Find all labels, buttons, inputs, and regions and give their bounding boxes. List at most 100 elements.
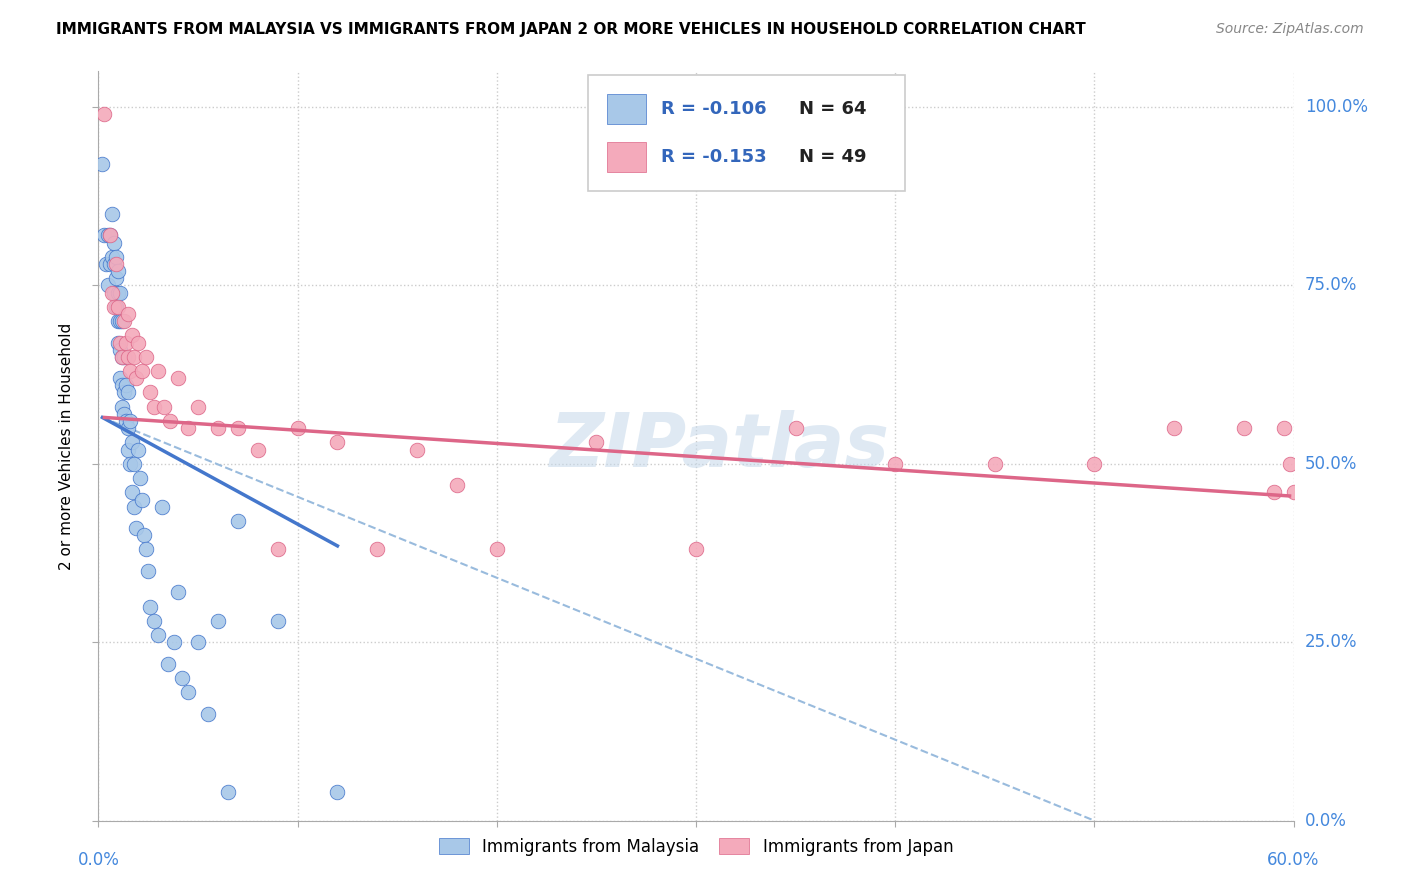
Point bbox=[153, 400, 176, 414]
Point bbox=[117, 307, 139, 321]
Point bbox=[148, 364, 170, 378]
Point bbox=[121, 485, 143, 500]
Point bbox=[157, 657, 180, 671]
Point bbox=[121, 435, 143, 450]
Text: 60.0%: 60.0% bbox=[1267, 851, 1320, 869]
Point bbox=[98, 228, 122, 243]
Point bbox=[107, 285, 129, 300]
Point bbox=[884, 457, 907, 471]
Point bbox=[98, 257, 122, 271]
Point bbox=[97, 278, 120, 293]
Point bbox=[326, 785, 349, 799]
Point bbox=[177, 685, 200, 699]
Point bbox=[97, 228, 120, 243]
Point bbox=[226, 421, 249, 435]
Point bbox=[107, 264, 129, 278]
Text: 100.0%: 100.0% bbox=[1305, 98, 1368, 116]
Point bbox=[103, 235, 125, 250]
Point bbox=[93, 107, 115, 121]
Point bbox=[1272, 421, 1295, 435]
Point bbox=[117, 442, 139, 457]
Point bbox=[93, 228, 115, 243]
Point bbox=[112, 407, 135, 421]
Point bbox=[120, 414, 142, 428]
Point bbox=[120, 457, 142, 471]
Point bbox=[1263, 485, 1285, 500]
Point bbox=[115, 335, 138, 350]
Point bbox=[685, 542, 707, 557]
Point bbox=[110, 371, 132, 385]
Text: 25.0%: 25.0% bbox=[1305, 633, 1357, 651]
Point bbox=[1163, 421, 1185, 435]
Point bbox=[101, 250, 124, 264]
Point bbox=[129, 471, 152, 485]
Point bbox=[267, 614, 290, 628]
Point bbox=[207, 421, 229, 435]
Point bbox=[134, 528, 156, 542]
FancyBboxPatch shape bbox=[606, 94, 647, 125]
Point bbox=[217, 785, 239, 799]
Point bbox=[167, 371, 190, 385]
Point bbox=[326, 435, 349, 450]
Legend: Immigrants from Malaysia, Immigrants from Japan: Immigrants from Malaysia, Immigrants fro… bbox=[434, 833, 957, 861]
Point bbox=[107, 335, 129, 350]
Point bbox=[112, 385, 135, 400]
Point bbox=[139, 599, 162, 614]
Point bbox=[1278, 457, 1301, 471]
Point bbox=[110, 314, 132, 328]
Point bbox=[110, 335, 132, 350]
Point bbox=[105, 257, 128, 271]
Point bbox=[197, 706, 219, 721]
Point bbox=[143, 400, 166, 414]
Point bbox=[107, 300, 129, 314]
Point bbox=[127, 335, 149, 350]
Point bbox=[111, 350, 134, 364]
Point bbox=[124, 500, 146, 514]
Point bbox=[124, 350, 146, 364]
Y-axis label: 2 or more Vehicles in Household: 2 or more Vehicles in Household bbox=[59, 322, 75, 570]
Point bbox=[96, 257, 118, 271]
Point bbox=[246, 442, 269, 457]
Text: 0.0%: 0.0% bbox=[77, 851, 120, 869]
Point bbox=[103, 257, 125, 271]
Point bbox=[159, 414, 181, 428]
Point bbox=[125, 521, 148, 535]
Point bbox=[103, 300, 125, 314]
Point bbox=[172, 671, 194, 685]
Point bbox=[135, 542, 157, 557]
Point bbox=[115, 378, 138, 392]
Point bbox=[101, 285, 124, 300]
Point bbox=[177, 421, 200, 435]
Point bbox=[125, 371, 148, 385]
Point bbox=[163, 635, 186, 649]
Point bbox=[117, 385, 139, 400]
Point bbox=[1083, 457, 1105, 471]
Text: IMMIGRANTS FROM MALAYSIA VS IMMIGRANTS FROM JAPAN 2 OR MORE VEHICLES IN HOUSEHOL: IMMIGRANTS FROM MALAYSIA VS IMMIGRANTS F… bbox=[56, 22, 1085, 37]
Point bbox=[110, 285, 132, 300]
Point bbox=[366, 542, 388, 557]
Point bbox=[131, 364, 153, 378]
Text: N = 64: N = 64 bbox=[799, 100, 866, 119]
Point bbox=[117, 350, 139, 364]
FancyBboxPatch shape bbox=[589, 75, 905, 191]
Text: 50.0%: 50.0% bbox=[1305, 455, 1357, 473]
Point bbox=[117, 421, 139, 435]
Point bbox=[107, 314, 129, 328]
Point bbox=[148, 628, 170, 642]
Text: N = 49: N = 49 bbox=[799, 148, 866, 166]
Point bbox=[1233, 421, 1256, 435]
Point bbox=[105, 250, 128, 264]
Text: ZIPatlas: ZIPatlas bbox=[550, 409, 890, 483]
Text: 0.0%: 0.0% bbox=[1305, 812, 1347, 830]
Point bbox=[121, 328, 143, 343]
Point bbox=[103, 285, 125, 300]
Point bbox=[207, 614, 229, 628]
Point bbox=[112, 350, 135, 364]
Point bbox=[124, 457, 146, 471]
Point bbox=[127, 442, 149, 457]
Point bbox=[226, 514, 249, 528]
Point bbox=[267, 542, 290, 557]
Point bbox=[105, 300, 128, 314]
Point bbox=[139, 385, 162, 400]
Point bbox=[785, 421, 807, 435]
